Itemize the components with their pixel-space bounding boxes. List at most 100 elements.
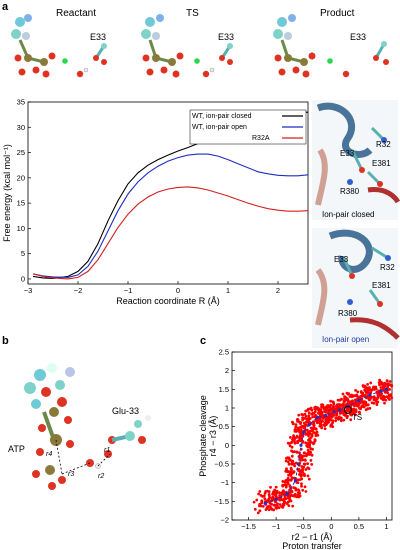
trajectory-point [293, 437, 296, 441]
trajectory-point [342, 400, 346, 404]
trajectory-point [349, 418, 353, 422]
trajectory-point [296, 491, 300, 494]
path-point [302, 430, 306, 434]
open-residue-r32: R32 [380, 263, 395, 272]
trajectory-point [321, 403, 325, 407]
trajectory-point [339, 419, 343, 423]
trajectory-point [365, 391, 368, 394]
trajectory-point [278, 491, 281, 495]
legend-label-open: WT, ion-pair open [192, 124, 247, 131]
trajectory-point [272, 503, 276, 507]
x-tick-label: 2 [276, 286, 280, 295]
closed-residue-e381: E381 [372, 159, 391, 168]
x-tick-label: 1 [226, 286, 230, 295]
trajectory-point [284, 483, 288, 487]
trajectory-point [306, 445, 310, 449]
trajectory-point [366, 403, 370, 407]
trajectory-point [278, 498, 282, 502]
trajectory-point [339, 416, 343, 420]
trajectory-point [345, 416, 349, 419]
trajectory-point [253, 507, 257, 511]
trajectory-point [300, 425, 304, 429]
trajectory-point [321, 420, 325, 423]
trajectory-point [329, 399, 332, 403]
reactant-snapshot [11, 14, 107, 78]
trajectory-point [354, 401, 357, 405]
trajectory-point [343, 395, 346, 399]
trajectory-point [383, 401, 386, 405]
trajectory-point [288, 444, 292, 448]
trajectory-point [307, 477, 311, 481]
trajectory-point [330, 415, 334, 419]
trajectory-point [307, 430, 311, 434]
trajectory-point [290, 490, 294, 494]
trajectory-point [282, 499, 286, 502]
trajectory-point [375, 401, 379, 405]
distance-label-r2: r2 [98, 473, 104, 480]
trajectory-point [288, 470, 292, 474]
trajectory-point [296, 418, 300, 421]
trajectory-point [295, 429, 299, 433]
trajectory-point [334, 419, 337, 423]
trajectory-point [306, 448, 310, 452]
y-tick-label: 1.5 [219, 385, 229, 394]
trajectory-point [325, 419, 328, 423]
trajectory-point [378, 383, 381, 387]
trajectory-point [283, 495, 287, 499]
trajectory-point [311, 428, 314, 432]
trajectory-point [369, 381, 373, 385]
legend-label-closed: WT, ion-pair closed [192, 113, 252, 120]
trajectory-point [379, 386, 383, 389]
path-point [315, 415, 320, 419]
ion-pair-closed-caption: Ion-pair closed [322, 210, 374, 219]
trajectory-point [368, 388, 372, 391]
trajectory-point [385, 379, 389, 383]
trajectory-point [286, 482, 290, 485]
trajectory-point [267, 493, 271, 496]
y-tick-label: 0.5 [219, 422, 229, 431]
trajectory-point [329, 403, 333, 407]
trajectory-point [371, 387, 375, 391]
distance-label-r1: r1 [104, 447, 110, 454]
trajectory-point [352, 407, 356, 411]
y-tick-label: 2.5 [219, 348, 229, 357]
free-energy-x-axis-label: Reaction coordinate R (Å) [116, 296, 220, 306]
trajectory-point [307, 414, 311, 418]
y-tick-label: 1 [225, 404, 229, 413]
trajectory-point [287, 473, 290, 477]
path-point [296, 462, 300, 466]
reactant-residue-label: E33 [90, 32, 106, 42]
trajectory-point [286, 476, 290, 480]
path-point [332, 410, 336, 414]
path-point [357, 398, 361, 403]
trajectory-point [307, 411, 311, 415]
trajectory-point [258, 502, 262, 506]
trajectory-point [312, 422, 316, 425]
x-tick-label: 0.5 [354, 522, 364, 531]
path-point [368, 393, 372, 397]
trajectory-point [340, 397, 343, 401]
ion-pair-closed-structure [312, 100, 400, 220]
trajectory-point [308, 417, 311, 421]
trajectory-point [319, 408, 323, 411]
trajectory-point [386, 391, 389, 395]
trajectory-point [306, 442, 309, 445]
trajectory-point [336, 398, 340, 402]
path-point [285, 492, 289, 496]
trajectory-point [368, 406, 372, 410]
trajectory-point [342, 418, 346, 422]
trajectory-point [356, 390, 360, 394]
y-tick-label: 30 [17, 123, 25, 132]
trajectory-x-axis-sublabel: Proton transfer [282, 541, 342, 550]
trajectory-point [291, 494, 295, 498]
trajectory-point [360, 391, 363, 394]
open-residue-e381: E381 [372, 281, 391, 290]
trajectory-plot-frame [231, 351, 393, 521]
trajectory-point [291, 422, 295, 425]
x-tick-label: 0 [176, 286, 180, 295]
trajectory-point [286, 500, 290, 504]
trajectory-point [291, 504, 295, 508]
y-tick-label: 15 [17, 199, 25, 208]
path-point [274, 497, 278, 502]
